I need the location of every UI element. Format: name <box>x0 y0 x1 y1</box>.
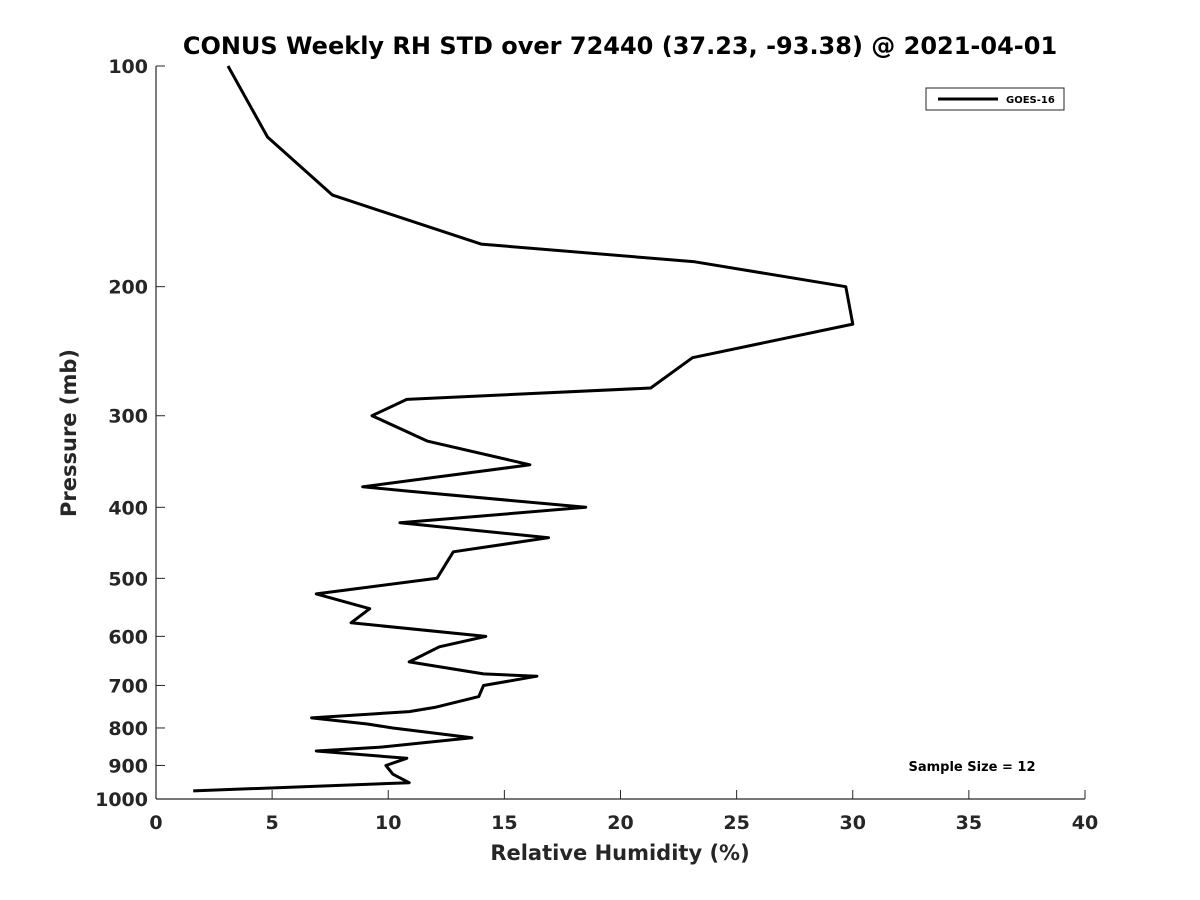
legend-label: GOES-16 <box>1006 95 1055 106</box>
y-tick-label: 200 <box>108 277 148 299</box>
sample-size-annotation: Sample Size = 12 <box>908 760 1035 775</box>
y-axis-label: Pressure (mb) <box>57 349 81 517</box>
y-tick-label: 900 <box>108 755 148 777</box>
x-tick-label: 25 <box>723 812 749 834</box>
x-tick-label: 15 <box>491 812 517 834</box>
y-tick-label: 500 <box>108 568 148 590</box>
y-tick-label: 300 <box>108 406 148 428</box>
x-tick-label: 0 <box>149 812 162 834</box>
x-tick-label: 10 <box>375 812 401 834</box>
y-tick-label: 600 <box>108 626 148 648</box>
legend: GOES-16 <box>925 87 1065 111</box>
y-tick-label: 1000 <box>95 789 148 811</box>
y-tick-label: 400 <box>108 497 148 519</box>
x-tick-label: 30 <box>840 812 866 834</box>
y-tick-label: 100 <box>108 56 148 78</box>
x-tick-label: 5 <box>266 812 279 834</box>
x-tick-label: 20 <box>607 812 633 834</box>
x-axis-label: Relative Humidity (%) <box>490 841 749 865</box>
chart-title: CONUS Weekly RH STD over 72440 (37.23, -… <box>183 32 1057 60</box>
y-tick-label: 800 <box>108 718 148 740</box>
x-tick-label: 35 <box>956 812 982 834</box>
y-tick-label: 700 <box>108 675 148 697</box>
plot-area: 0 5 10 15 20 25 30 35 40 100 200 300 400 500 600 700 800… <box>95 56 1098 834</box>
x-tick-label: 40 <box>1072 812 1098 834</box>
